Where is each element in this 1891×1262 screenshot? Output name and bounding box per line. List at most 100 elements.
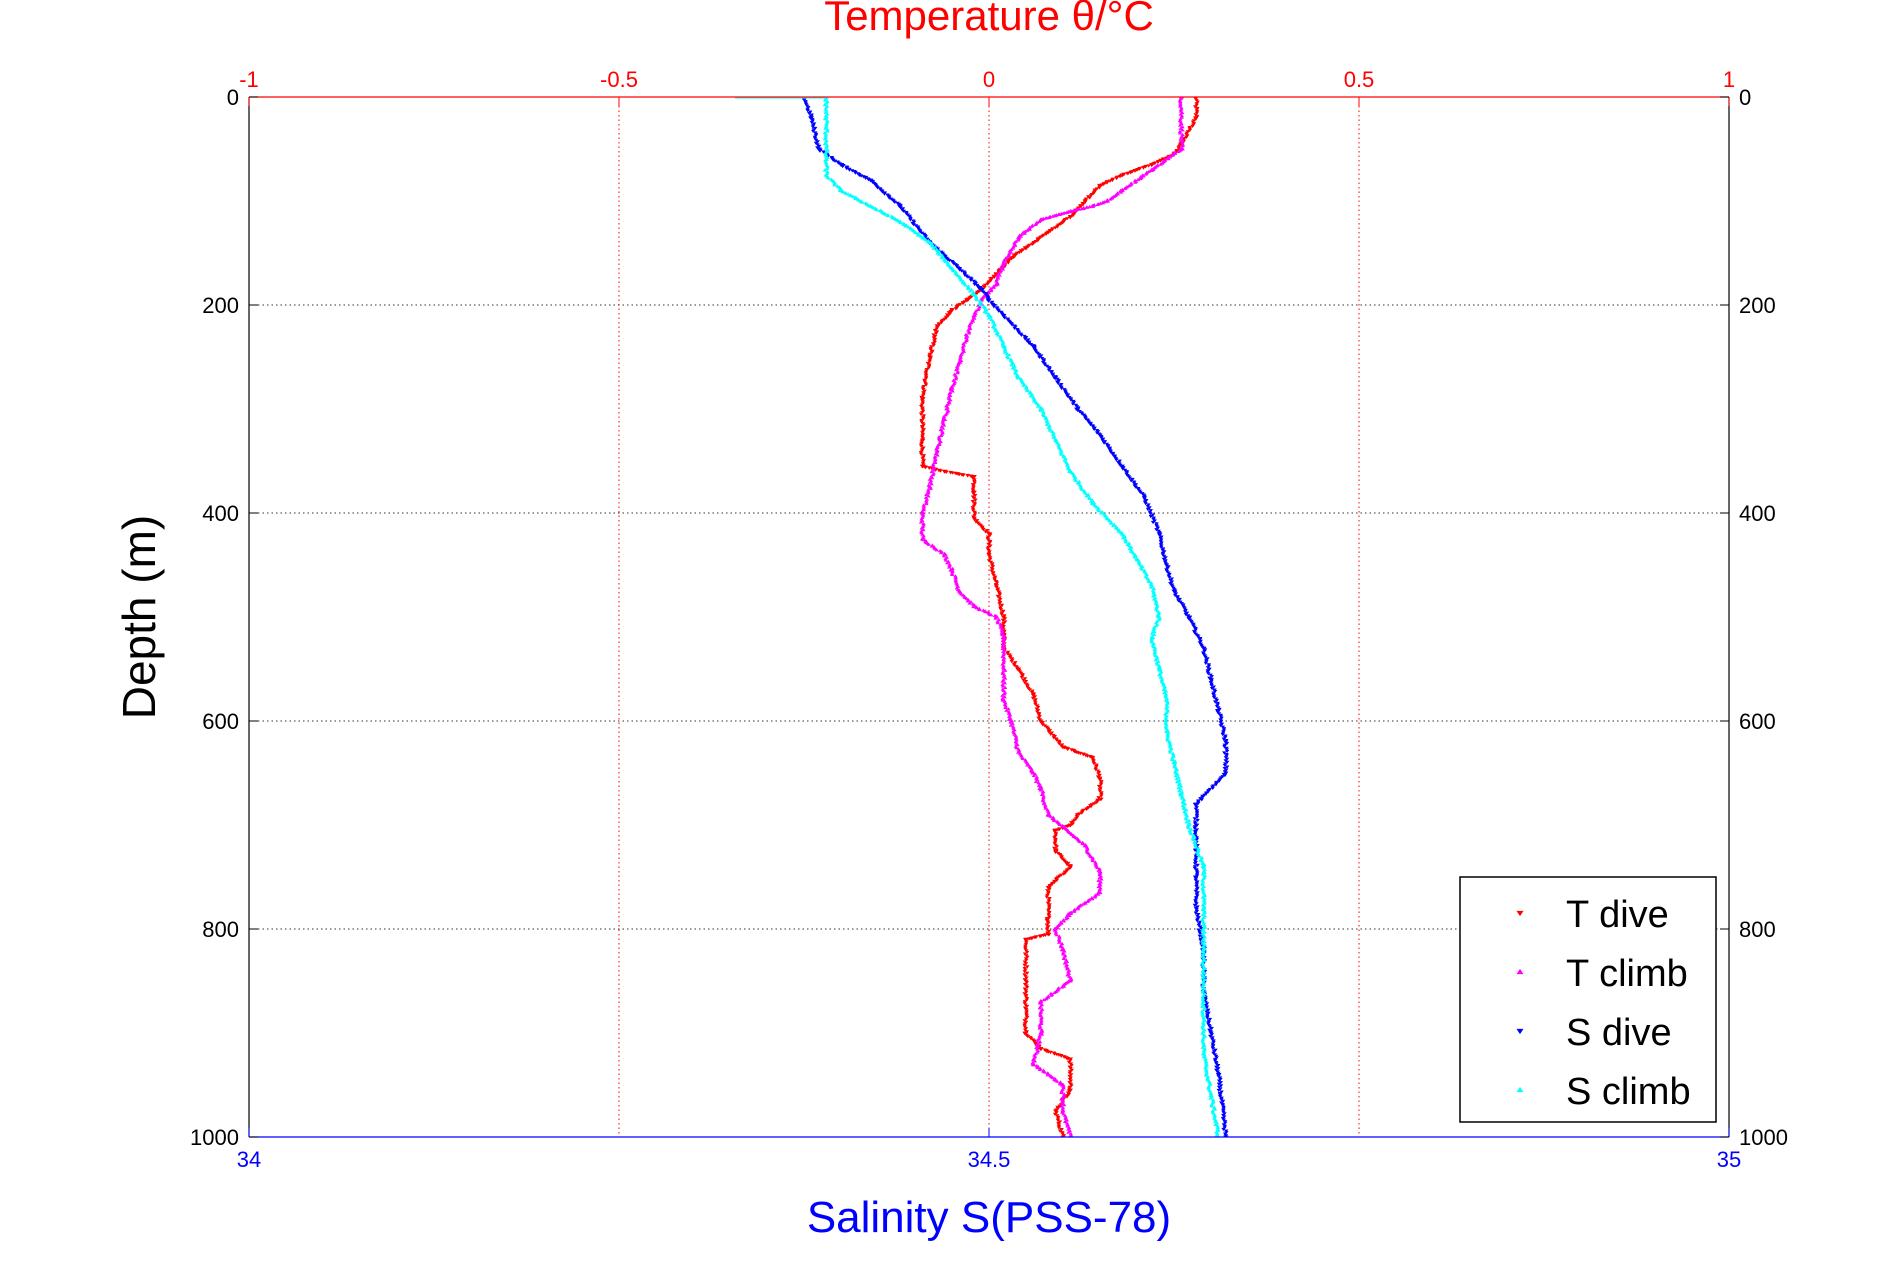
right-tick-label: 400	[1739, 501, 1776, 526]
data-marker	[1212, 1113, 1218, 1117]
data-marker	[1193, 845, 1199, 849]
data-marker	[973, 498, 978, 502]
data-point	[993, 281, 999, 286]
data-point	[1149, 163, 1155, 167]
data-point	[1067, 978, 1073, 983]
data-marker	[943, 556, 948, 561]
data-marker	[1012, 326, 1017, 331]
series-s-dive	[801, 97, 1230, 1137]
data-point	[971, 475, 977, 479]
data-marker	[1180, 799, 1186, 803]
data-marker	[1061, 1102, 1067, 1107]
data-marker	[957, 302, 963, 307]
top-tick-label: -0.5	[600, 67, 638, 92]
data-point	[1097, 797, 1103, 802]
data-marker	[1070, 402, 1076, 406]
legend-label: S dive	[1566, 1012, 1672, 1054]
data-marker	[997, 602, 1002, 606]
data-point	[1060, 947, 1066, 952]
data-point	[919, 438, 925, 443]
data-point	[1053, 926, 1059, 931]
left-tick-label: 200	[202, 293, 239, 318]
data-marker	[1143, 501, 1148, 506]
data-marker	[1200, 996, 1206, 1000]
data-marker	[821, 150, 826, 154]
data-marker	[1145, 507, 1151, 512]
data-point	[1149, 583, 1155, 588]
data-marker	[1178, 99, 1183, 104]
data-marker	[1041, 414, 1047, 418]
data-marker	[1084, 807, 1089, 812]
data-marker	[1079, 206, 1084, 211]
data-marker	[824, 121, 829, 125]
data-point	[949, 567, 955, 572]
data-marker	[933, 331, 939, 336]
data-point	[897, 204, 903, 209]
data-marker	[1041, 795, 1046, 800]
data-marker	[1163, 720, 1168, 724]
data-marker	[1161, 687, 1167, 692]
data-marker	[1070, 214, 1076, 218]
data-marker	[1105, 445, 1111, 449]
data-marker	[1078, 205, 1084, 209]
data-marker	[1024, 971, 1030, 975]
data-marker	[1163, 693, 1168, 698]
data-marker	[1201, 1036, 1206, 1040]
data-marker	[1178, 137, 1183, 141]
data-marker	[1108, 197, 1113, 201]
data-marker	[999, 612, 1004, 617]
data-point	[1193, 823, 1199, 828]
data-marker	[1162, 684, 1168, 689]
data-marker	[1164, 713, 1169, 718]
data-marker	[1063, 1115, 1068, 1119]
data-marker	[930, 472, 936, 477]
data-marker	[1205, 1016, 1210, 1020]
top-tick-label: 1	[1723, 67, 1735, 92]
data-marker	[1037, 355, 1042, 359]
data-marker	[1164, 736, 1170, 741]
data-marker	[826, 176, 831, 180]
data-marker	[1027, 390, 1033, 394]
data-marker	[1008, 723, 1014, 727]
data-point	[1178, 146, 1184, 151]
data-marker	[1200, 1010, 1205, 1015]
data-marker	[1208, 1034, 1213, 1039]
data-marker	[1021, 383, 1026, 387]
data-marker	[824, 143, 830, 147]
data-marker	[1120, 535, 1126, 540]
data-marker	[1133, 485, 1139, 489]
data-point	[1045, 932, 1051, 937]
data-marker	[1195, 818, 1200, 823]
data-marker	[1048, 1050, 1053, 1055]
data-marker	[1040, 723, 1046, 727]
data-point	[1178, 791, 1184, 796]
data-marker	[1041, 998, 1047, 1002]
data-marker	[1204, 1062, 1209, 1066]
data-marker	[1087, 496, 1092, 501]
data-marker	[1050, 214, 1056, 218]
data-marker	[1000, 684, 1006, 688]
data-marker	[1120, 467, 1126, 471]
data-marker	[810, 125, 816, 129]
data-marker	[977, 607, 982, 612]
data-marker	[913, 230, 918, 234]
data-point	[1097, 869, 1103, 874]
data-marker	[975, 284, 980, 289]
data-marker	[1181, 806, 1187, 810]
data-marker	[1065, 217, 1070, 221]
data-point	[971, 604, 977, 609]
data-marker	[944, 561, 950, 565]
data-marker	[1216, 779, 1222, 784]
data-point	[1201, 646, 1207, 651]
data-point	[808, 116, 814, 121]
data-marker	[1062, 961, 1067, 965]
data-point	[1097, 183, 1103, 188]
data-marker	[824, 109, 829, 113]
data-point	[1038, 406, 1044, 411]
data-marker	[1037, 1024, 1043, 1029]
data-marker	[1058, 449, 1064, 453]
data-marker	[1177, 123, 1183, 127]
data-marker	[1022, 963, 1027, 967]
data-marker	[960, 344, 966, 349]
data-marker	[1084, 494, 1089, 498]
